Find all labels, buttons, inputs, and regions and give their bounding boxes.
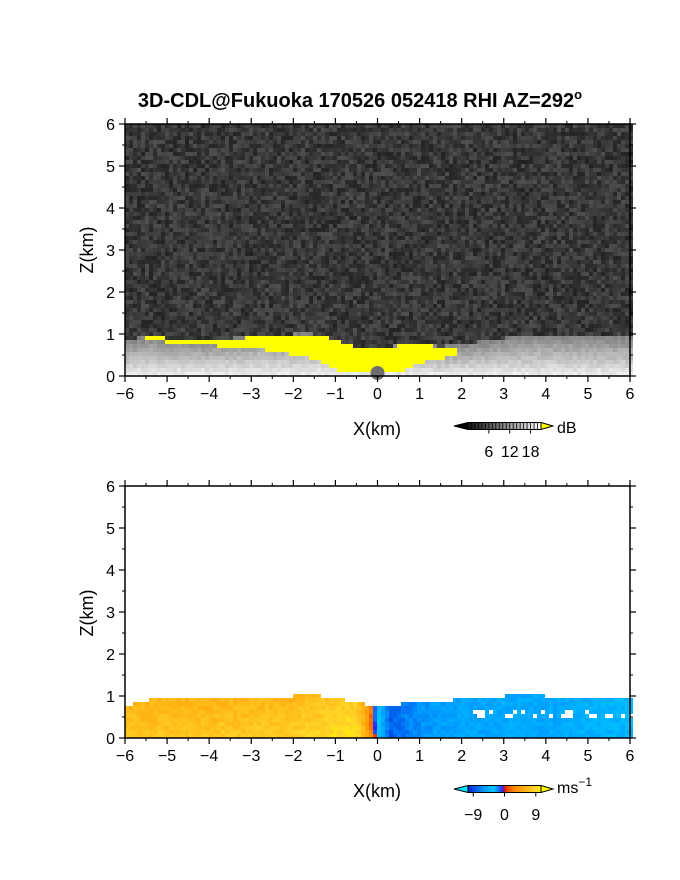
x-tick-label: 4 <box>541 386 550 403</box>
x-tick-label: −5 <box>158 386 176 403</box>
colorbar-over-triangle <box>540 784 555 794</box>
x-tick-label: 2 <box>457 386 466 403</box>
x-axis-label: X(km) <box>353 781 401 801</box>
x-tick-label: 1 <box>415 386 424 403</box>
y-tick-label: 6 <box>106 117 115 134</box>
doppler-velocity-panel: −6 −5 −4 −3 −2 −1 0 1 2 3 4 5 6 0 1 2 3 4 5 6 X(km) Z(km) −… <box>77 479 636 824</box>
x-tick-label: 4 <box>541 748 550 765</box>
figure-title: 3D-CDL@Fukuoka 170526 052418 RHI AZ=292o <box>138 87 582 112</box>
y-tick-label: 2 <box>106 647 115 664</box>
y-axis-label: Z(km) <box>77 590 97 637</box>
y-axis-label: Z(km) <box>77 227 97 274</box>
echo-intensity-axes: −6 −5 −4 −3 −2 −1 0 1 2 3 4 5 6 0 1 2 3 4 5 6 <box>106 117 636 403</box>
x-tick-label: −6 <box>116 748 134 765</box>
y-tick-label: 1 <box>106 689 115 706</box>
y-tick-label: 6 <box>106 479 115 496</box>
x-tick-label: 5 <box>583 748 592 765</box>
x-tick-label: 5 <box>583 386 592 403</box>
colorbar-under-triangle <box>453 784 469 794</box>
x-tick-label: −1 <box>326 748 344 765</box>
y-tick-label: 4 <box>106 201 115 218</box>
x-tick-label: 1 <box>415 748 424 765</box>
doppler-velocity-image <box>125 694 633 738</box>
x-tick-label: 0 <box>373 748 382 765</box>
x-tick-label: 0 <box>373 386 382 403</box>
y-tick-label: 4 <box>106 563 115 580</box>
x-tick-label: −4 <box>200 386 218 403</box>
x-tick-label: 2 <box>457 748 466 765</box>
colorbar-under-triangle <box>453 421 469 431</box>
x-tick-label: −2 <box>284 386 302 403</box>
y-tick-label: 5 <box>106 521 115 538</box>
echo-intensity-image <box>125 124 633 380</box>
colorbar-tick-label: −9 <box>464 807 482 824</box>
y-tick-label: 2 <box>106 285 115 302</box>
colorbar-unit: ms−1 <box>557 775 592 797</box>
x-tick-label: 6 <box>626 386 635 403</box>
x-axis-label: X(km) <box>353 419 401 439</box>
y-tick-label: 3 <box>106 243 115 260</box>
x-tick-label: −5 <box>158 748 176 765</box>
y-tick-label: 0 <box>106 731 115 748</box>
x-tick-label: 3 <box>499 748 508 765</box>
colorbar-unit: dB <box>557 420 577 437</box>
echo-intensity-colorbar: 6 12 18 dB <box>453 420 577 461</box>
colorbar-tick-label: 6 <box>484 444 493 461</box>
y-tick-label: 1 <box>106 327 115 344</box>
y-tick-label: 3 <box>106 605 115 622</box>
colorbar-gradient <box>467 422 542 430</box>
colorbar-tick-label: 9 <box>531 807 540 824</box>
x-tick-label: −2 <box>284 748 302 765</box>
y-tick-label: 0 <box>106 369 115 386</box>
y-tick-label: 5 <box>106 159 115 176</box>
colorbar-tick-label: 18 <box>522 444 540 461</box>
colorbar-tick-label: 0 <box>500 807 509 824</box>
x-tick-label: −4 <box>200 748 218 765</box>
colorbar-over-triangle <box>540 421 555 431</box>
doppler-velocity-colorbar: −9 0 9 ms−1 <box>453 775 592 824</box>
colorbar-tick-label: 12 <box>501 444 519 461</box>
x-tick-label: −1 <box>326 386 344 403</box>
x-tick-label: −3 <box>242 386 260 403</box>
x-tick-label: −3 <box>242 748 260 765</box>
x-tick-label: −6 <box>116 386 134 403</box>
x-tick-label: 6 <box>626 748 635 765</box>
doppler-velocity-axes: −6 −5 −4 −3 −2 −1 0 1 2 3 4 5 6 0 1 2 3 4 5 6 <box>106 479 636 765</box>
x-tick-label: 3 <box>499 386 508 403</box>
